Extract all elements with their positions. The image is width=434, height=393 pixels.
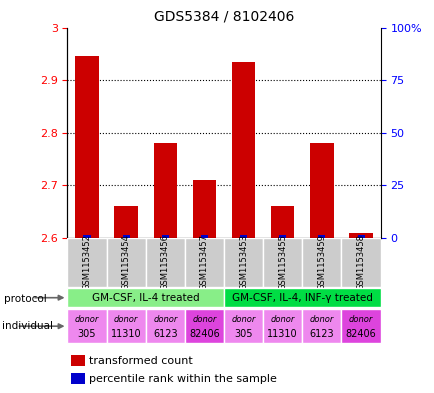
Text: donor: donor <box>75 315 99 324</box>
Title: GDS5384 / 8102406: GDS5384 / 8102406 <box>154 9 293 24</box>
Bar <box>231 62 255 238</box>
Bar <box>192 180 216 238</box>
Text: 6123: 6123 <box>309 329 333 339</box>
Bar <box>184 309 224 343</box>
Bar <box>153 143 177 238</box>
Bar <box>67 288 224 307</box>
Text: individual: individual <box>2 321 53 331</box>
Text: donor: donor <box>309 315 333 324</box>
Text: GSM1153459: GSM1153459 <box>317 234 326 290</box>
Bar <box>184 238 224 287</box>
Bar <box>224 238 263 287</box>
Bar <box>224 288 380 307</box>
Text: GSM1153452: GSM1153452 <box>82 234 91 290</box>
Text: GSM1153454: GSM1153454 <box>122 234 130 290</box>
Bar <box>145 309 184 343</box>
Bar <box>302 238 341 287</box>
Bar <box>279 235 286 238</box>
Bar <box>145 238 184 287</box>
Text: GSM1153458: GSM1153458 <box>356 234 365 290</box>
Bar <box>263 309 302 343</box>
Bar <box>341 309 380 343</box>
Text: 11310: 11310 <box>111 329 141 339</box>
Text: 6123: 6123 <box>153 329 177 339</box>
Text: protocol: protocol <box>4 294 47 305</box>
Bar <box>70 373 85 384</box>
Text: GSM1153455: GSM1153455 <box>278 234 286 290</box>
Text: donor: donor <box>192 315 216 324</box>
Text: donor: donor <box>153 315 177 324</box>
Bar <box>263 238 302 287</box>
Bar <box>106 238 145 287</box>
Text: donor: donor <box>231 315 255 324</box>
Bar <box>224 309 263 343</box>
Bar <box>67 309 106 343</box>
Text: percentile rank within the sample: percentile rank within the sample <box>89 374 276 384</box>
Bar <box>114 206 138 238</box>
Bar <box>122 235 129 238</box>
Bar <box>240 235 247 238</box>
Bar <box>270 206 294 238</box>
Bar <box>83 235 90 238</box>
Bar <box>318 235 325 238</box>
Text: GSM1153456: GSM1153456 <box>161 234 169 290</box>
Bar <box>67 238 106 287</box>
Text: GM-CSF, IL-4 treated: GM-CSF, IL-4 treated <box>92 293 199 303</box>
Text: donor: donor <box>348 315 372 324</box>
Text: donor: donor <box>270 315 294 324</box>
Text: 305: 305 <box>234 329 252 339</box>
Text: GSM1153457: GSM1153457 <box>200 234 208 290</box>
Bar <box>70 355 85 366</box>
Bar <box>341 238 380 287</box>
Text: 11310: 11310 <box>267 329 297 339</box>
Text: 82406: 82406 <box>345 329 375 339</box>
Bar <box>357 235 364 238</box>
Text: GSM1153453: GSM1153453 <box>239 234 247 290</box>
Text: 82406: 82406 <box>189 329 219 339</box>
Bar <box>161 235 168 238</box>
Bar <box>309 143 333 238</box>
Text: transformed count: transformed count <box>89 356 192 366</box>
Bar <box>201 235 207 238</box>
Text: GM-CSF, IL-4, INF-γ treated: GM-CSF, IL-4, INF-γ treated <box>231 293 372 303</box>
Text: donor: donor <box>114 315 138 324</box>
Bar <box>302 309 341 343</box>
Text: 305: 305 <box>78 329 96 339</box>
Bar <box>106 309 145 343</box>
Bar <box>349 233 372 238</box>
Bar <box>75 57 99 238</box>
